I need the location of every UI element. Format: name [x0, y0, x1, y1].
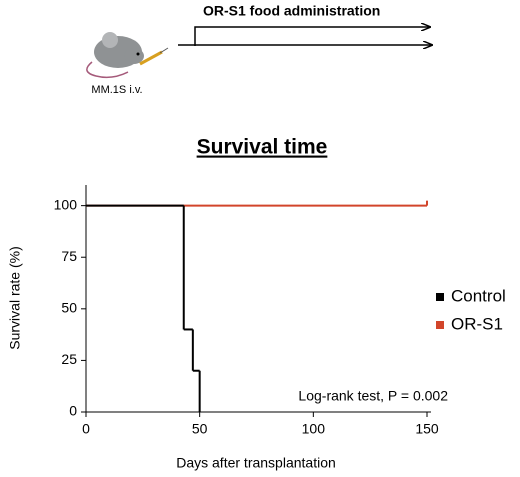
x-tick-label: 100 — [302, 421, 326, 437]
annotation: Log-rank test, P = 0.002 — [298, 388, 448, 404]
y-tick-label: 25 — [61, 351, 77, 367]
mouse-icon — [86, 32, 169, 79]
legend-label: OR-S1 — [451, 314, 503, 333]
x-tick-label: 50 — [192, 421, 208, 437]
y-axis-label: Survival rate (%) — [7, 246, 23, 349]
schedule-arrows — [178, 27, 432, 46]
y-tick-label: 50 — [61, 300, 77, 316]
legend-label: Control — [451, 286, 506, 305]
legend-swatch — [436, 321, 444, 329]
y-tick-label: 0 — [69, 403, 77, 419]
x-tick-label: 150 — [415, 421, 439, 437]
x-tick-label: 0 — [82, 421, 90, 437]
x-axis-label: Days after transplantation — [176, 455, 336, 471]
chart-title: Survival time — [197, 136, 328, 159]
y-tick-label: 75 — [61, 248, 77, 264]
y-tick-label: 100 — [54, 196, 78, 212]
schedule-label: OR-S1 food administration — [203, 3, 380, 19]
legend-swatch — [436, 293, 444, 301]
injection-label: MM.1S i.v. — [91, 84, 142, 96]
